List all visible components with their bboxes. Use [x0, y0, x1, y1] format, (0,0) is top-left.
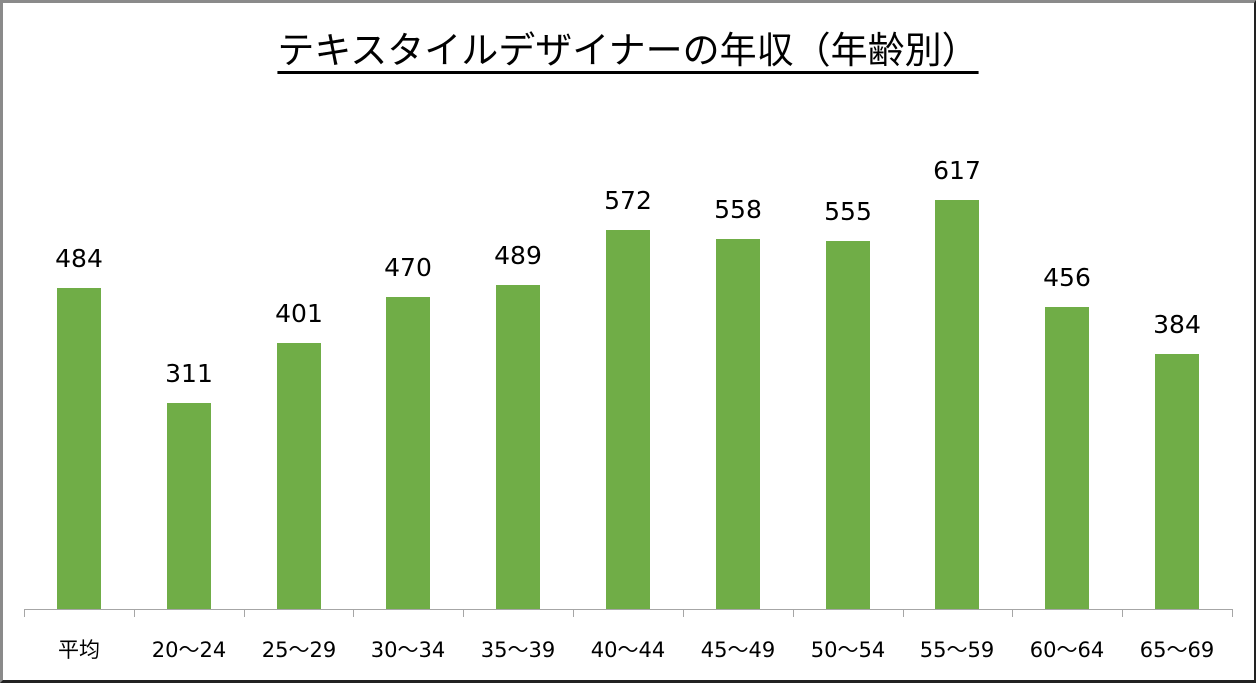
- chart-title: テキスタイルデザイナーの年収（年齢別）: [0, 20, 1256, 74]
- data-label: 555: [824, 197, 872, 226]
- bar: [277, 343, 321, 609]
- x-axis-category-label: 35〜39: [480, 638, 556, 662]
- x-axis-category-label: 25〜29: [261, 638, 337, 662]
- x-axis-tick: [903, 609, 904, 617]
- x-axis-tick: [573, 609, 574, 617]
- x-axis-tick: [244, 609, 245, 617]
- data-label: 484: [55, 244, 103, 273]
- x-axis-category-label: 30〜34: [370, 638, 446, 662]
- data-label: 572: [604, 186, 652, 215]
- bar: [935, 200, 979, 609]
- x-axis-tick: [1122, 609, 1123, 617]
- data-label: 489: [494, 241, 542, 270]
- bar: [606, 230, 650, 609]
- x-axis-category-label: 20〜24: [151, 638, 227, 662]
- x-axis-tick: [793, 609, 794, 617]
- bar: [1155, 354, 1199, 609]
- data-label: 311: [165, 359, 213, 388]
- bar: [496, 285, 540, 609]
- data-label: 456: [1043, 263, 1091, 292]
- x-axis-tick: [24, 609, 25, 617]
- x-axis-category-label: 60〜64: [1029, 638, 1105, 662]
- data-label: 470: [384, 253, 432, 282]
- bar: [386, 297, 430, 609]
- x-axis-category-label: 65〜69: [1139, 638, 1215, 662]
- bar: [716, 239, 760, 609]
- x-axis-tick: [1012, 609, 1013, 617]
- bar: [826, 241, 870, 609]
- plot-area: 484 平均 311 20〜24 401 25〜29 470 30〜34 489 35〜39 572…: [24, 0, 1233, 683]
- x-axis-category-label: 40〜44: [590, 638, 666, 662]
- x-axis-tick: [463, 609, 464, 617]
- x-axis-category-label: 50〜54: [810, 638, 886, 662]
- x-axis-tick: [134, 609, 135, 617]
- x-axis-category-label: 45〜49: [700, 638, 776, 662]
- x-axis-category-label: 55〜59: [919, 638, 995, 662]
- data-label: 617: [933, 156, 981, 185]
- x-axis-tick: [353, 609, 354, 617]
- data-label: 384: [1153, 310, 1201, 339]
- bar: [167, 403, 211, 609]
- bar: [1045, 307, 1089, 609]
- data-label: 558: [714, 195, 762, 224]
- bar: [57, 288, 101, 609]
- chart-title-text: テキスタイルデザイナーの年収（年齢別）: [277, 29, 979, 72]
- data-label: 401: [275, 299, 323, 328]
- x-axis-category-label: 平均: [58, 638, 100, 662]
- x-axis-tick: [1232, 609, 1233, 617]
- x-axis-line: [24, 609, 1232, 610]
- x-axis-tick: [683, 609, 684, 617]
